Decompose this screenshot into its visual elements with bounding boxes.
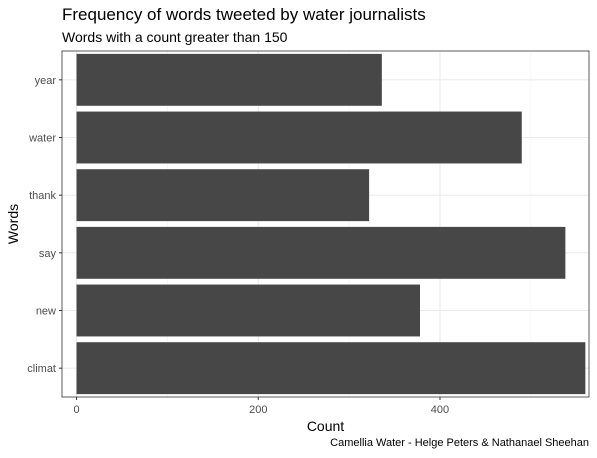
- y-tick-label: water: [28, 133, 56, 145]
- bar-water: [76, 111, 522, 164]
- x-tick-label: 0: [73, 404, 79, 416]
- chart-subtitle: Words with a count greater than 150: [62, 29, 288, 45]
- chart-title: Frequency of words tweeted by water jour…: [62, 5, 426, 24]
- x-axis-title: Count: [307, 418, 344, 434]
- y-tick-label: new: [36, 306, 56, 318]
- plot-panel: [62, 51, 589, 397]
- bar-thank: [76, 169, 370, 222]
- y-tick-label: climat: [27, 363, 56, 375]
- y-tick-label: year: [35, 75, 57, 87]
- y-tick-label: say: [39, 248, 57, 260]
- x-tick-label: 400: [431, 404, 449, 416]
- panel-border: [61, 50, 590, 398]
- y-axis-title: Words: [5, 204, 21, 244]
- chart-caption: Camellia Water - Helge Peters & Nathanae…: [330, 437, 589, 449]
- bar-new: [76, 284, 420, 337]
- y-tick-label: thank: [29, 190, 56, 202]
- bar-climat: [76, 342, 586, 395]
- x-tick-label: 200: [249, 404, 267, 416]
- bar-say: [76, 226, 566, 279]
- bar-year: [76, 53, 382, 106]
